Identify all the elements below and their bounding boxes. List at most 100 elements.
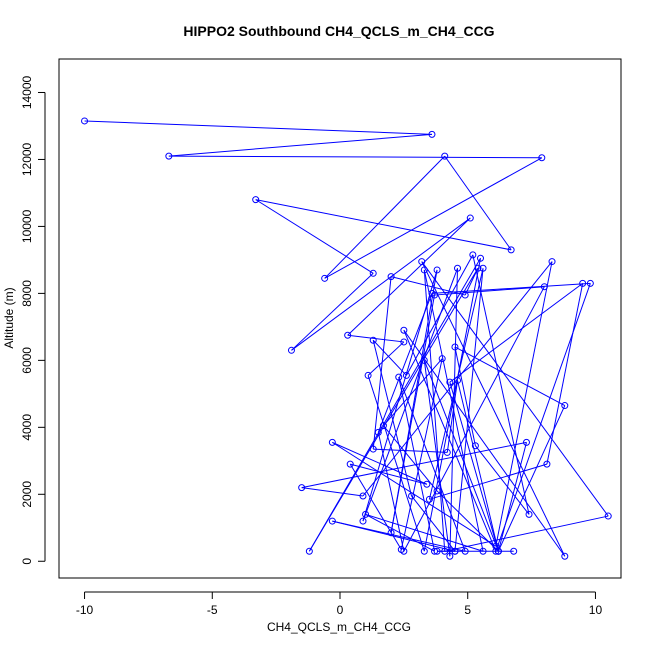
- series-line-segment: [365, 513, 435, 552]
- series-line-segment: [403, 330, 497, 552]
- series-line-segment: [365, 513, 484, 552]
- x-tick-label: 10: [589, 603, 603, 617]
- data-point: [451, 547, 459, 555]
- y-tick-label: 6000: [20, 347, 34, 374]
- data-point: [379, 422, 387, 430]
- y-tick-label: 4000: [20, 414, 34, 441]
- series-line-segment: [423, 269, 446, 552]
- data-point: [466, 214, 474, 222]
- series-line-segment: [421, 261, 566, 557]
- data-point: [561, 402, 569, 410]
- y-tick-label: 10000: [20, 209, 34, 243]
- data-point: [438, 355, 446, 363]
- series-line-segment: [291, 272, 374, 351]
- y-tick-label: 14000: [20, 75, 34, 109]
- data-point: [494, 547, 502, 555]
- series-line-segment: [291, 217, 471, 351]
- series-line-segment: [301, 487, 364, 497]
- series-line-segment: [429, 463, 548, 500]
- data-point: [479, 264, 487, 272]
- x-tick-label: 5: [464, 603, 471, 617]
- series-line-segment: [497, 405, 566, 552]
- data-point: [400, 547, 408, 555]
- series-lines: [84, 120, 609, 557]
- x-axis-label: CH4_QCLS_m_CH4_CCG: [267, 620, 411, 634]
- series-line-segment: [449, 282, 583, 383]
- data-point: [298, 484, 306, 492]
- series-line-segment: [377, 293, 433, 433]
- series-line-segment: [434, 286, 545, 296]
- data-point: [579, 279, 587, 287]
- data-point: [328, 517, 336, 525]
- data-point: [469, 251, 477, 259]
- data-point: [359, 492, 367, 500]
- series-line-segment: [362, 261, 553, 497]
- series-line-segment: [454, 346, 476, 446]
- series-line-segment: [497, 442, 527, 552]
- series-line-segment: [168, 155, 542, 159]
- data-point: [454, 264, 462, 272]
- y-tick-label: 2000: [20, 481, 34, 508]
- series-line-segment: [398, 376, 466, 552]
- data-point: [471, 442, 479, 450]
- series-line-segment: [350, 463, 427, 485]
- series-line-segment: [168, 133, 433, 157]
- data-point: [423, 480, 431, 488]
- series-line-segment: [400, 358, 443, 550]
- data-point: [400, 326, 408, 334]
- series-line-segment: [464, 268, 479, 296]
- data-point: [346, 460, 354, 468]
- data-point: [474, 264, 482, 272]
- data-point: [252, 196, 260, 204]
- data-point: [81, 117, 89, 125]
- data-point: [461, 291, 469, 299]
- data-point: [369, 336, 377, 344]
- data-point: [441, 547, 449, 555]
- series-points: [81, 117, 612, 560]
- data-point: [433, 266, 441, 274]
- data-point: [418, 258, 426, 266]
- data-point: [561, 552, 569, 560]
- series-line-segment: [444, 515, 609, 552]
- y-axis-label: Altitude (m): [2, 287, 16, 348]
- data-point: [433, 547, 441, 555]
- data-point: [428, 289, 436, 297]
- data-point: [538, 154, 546, 162]
- series-line-segment: [495, 261, 553, 547]
- data-point: [446, 378, 454, 386]
- data-point: [446, 552, 454, 560]
- data-point: [425, 495, 433, 503]
- data-point: [433, 487, 441, 495]
- series-line-segment: [454, 268, 484, 552]
- data-point: [395, 373, 403, 381]
- series-line-segment: [421, 261, 609, 517]
- data-point: [359, 517, 367, 525]
- data-point: [548, 258, 556, 266]
- y-tick-label: 8000: [20, 280, 34, 307]
- chart-title: HIPPO2 Southbound CH4_QCLS_m_CH4_CCG: [183, 23, 494, 39]
- data-point: [364, 371, 372, 379]
- data-point: [522, 438, 530, 446]
- series-line-segment: [449, 381, 499, 552]
- data-point: [305, 547, 313, 555]
- data-point: [400, 338, 408, 346]
- series-line-segment: [495, 283, 591, 552]
- y-tick-label: 12000: [20, 142, 34, 176]
- series-line-segment: [255, 199, 374, 274]
- data-point: [507, 246, 515, 254]
- series-line-segment: [423, 360, 499, 552]
- x-axis: -10 -5 0 5 10: [76, 591, 603, 617]
- series-line-segment: [255, 199, 512, 251]
- series-line-segment: [472, 254, 530, 515]
- series-line-segment: [383, 425, 438, 492]
- data-point: [428, 130, 436, 138]
- data-point: [454, 376, 462, 384]
- data-point: [451, 343, 459, 351]
- data-point: [525, 510, 533, 518]
- data-point: [420, 266, 428, 274]
- series-line-segment: [84, 120, 432, 135]
- series-line-segment: [324, 155, 446, 279]
- series-line-segment: [546, 283, 584, 465]
- series-line-segment: [474, 445, 530, 515]
